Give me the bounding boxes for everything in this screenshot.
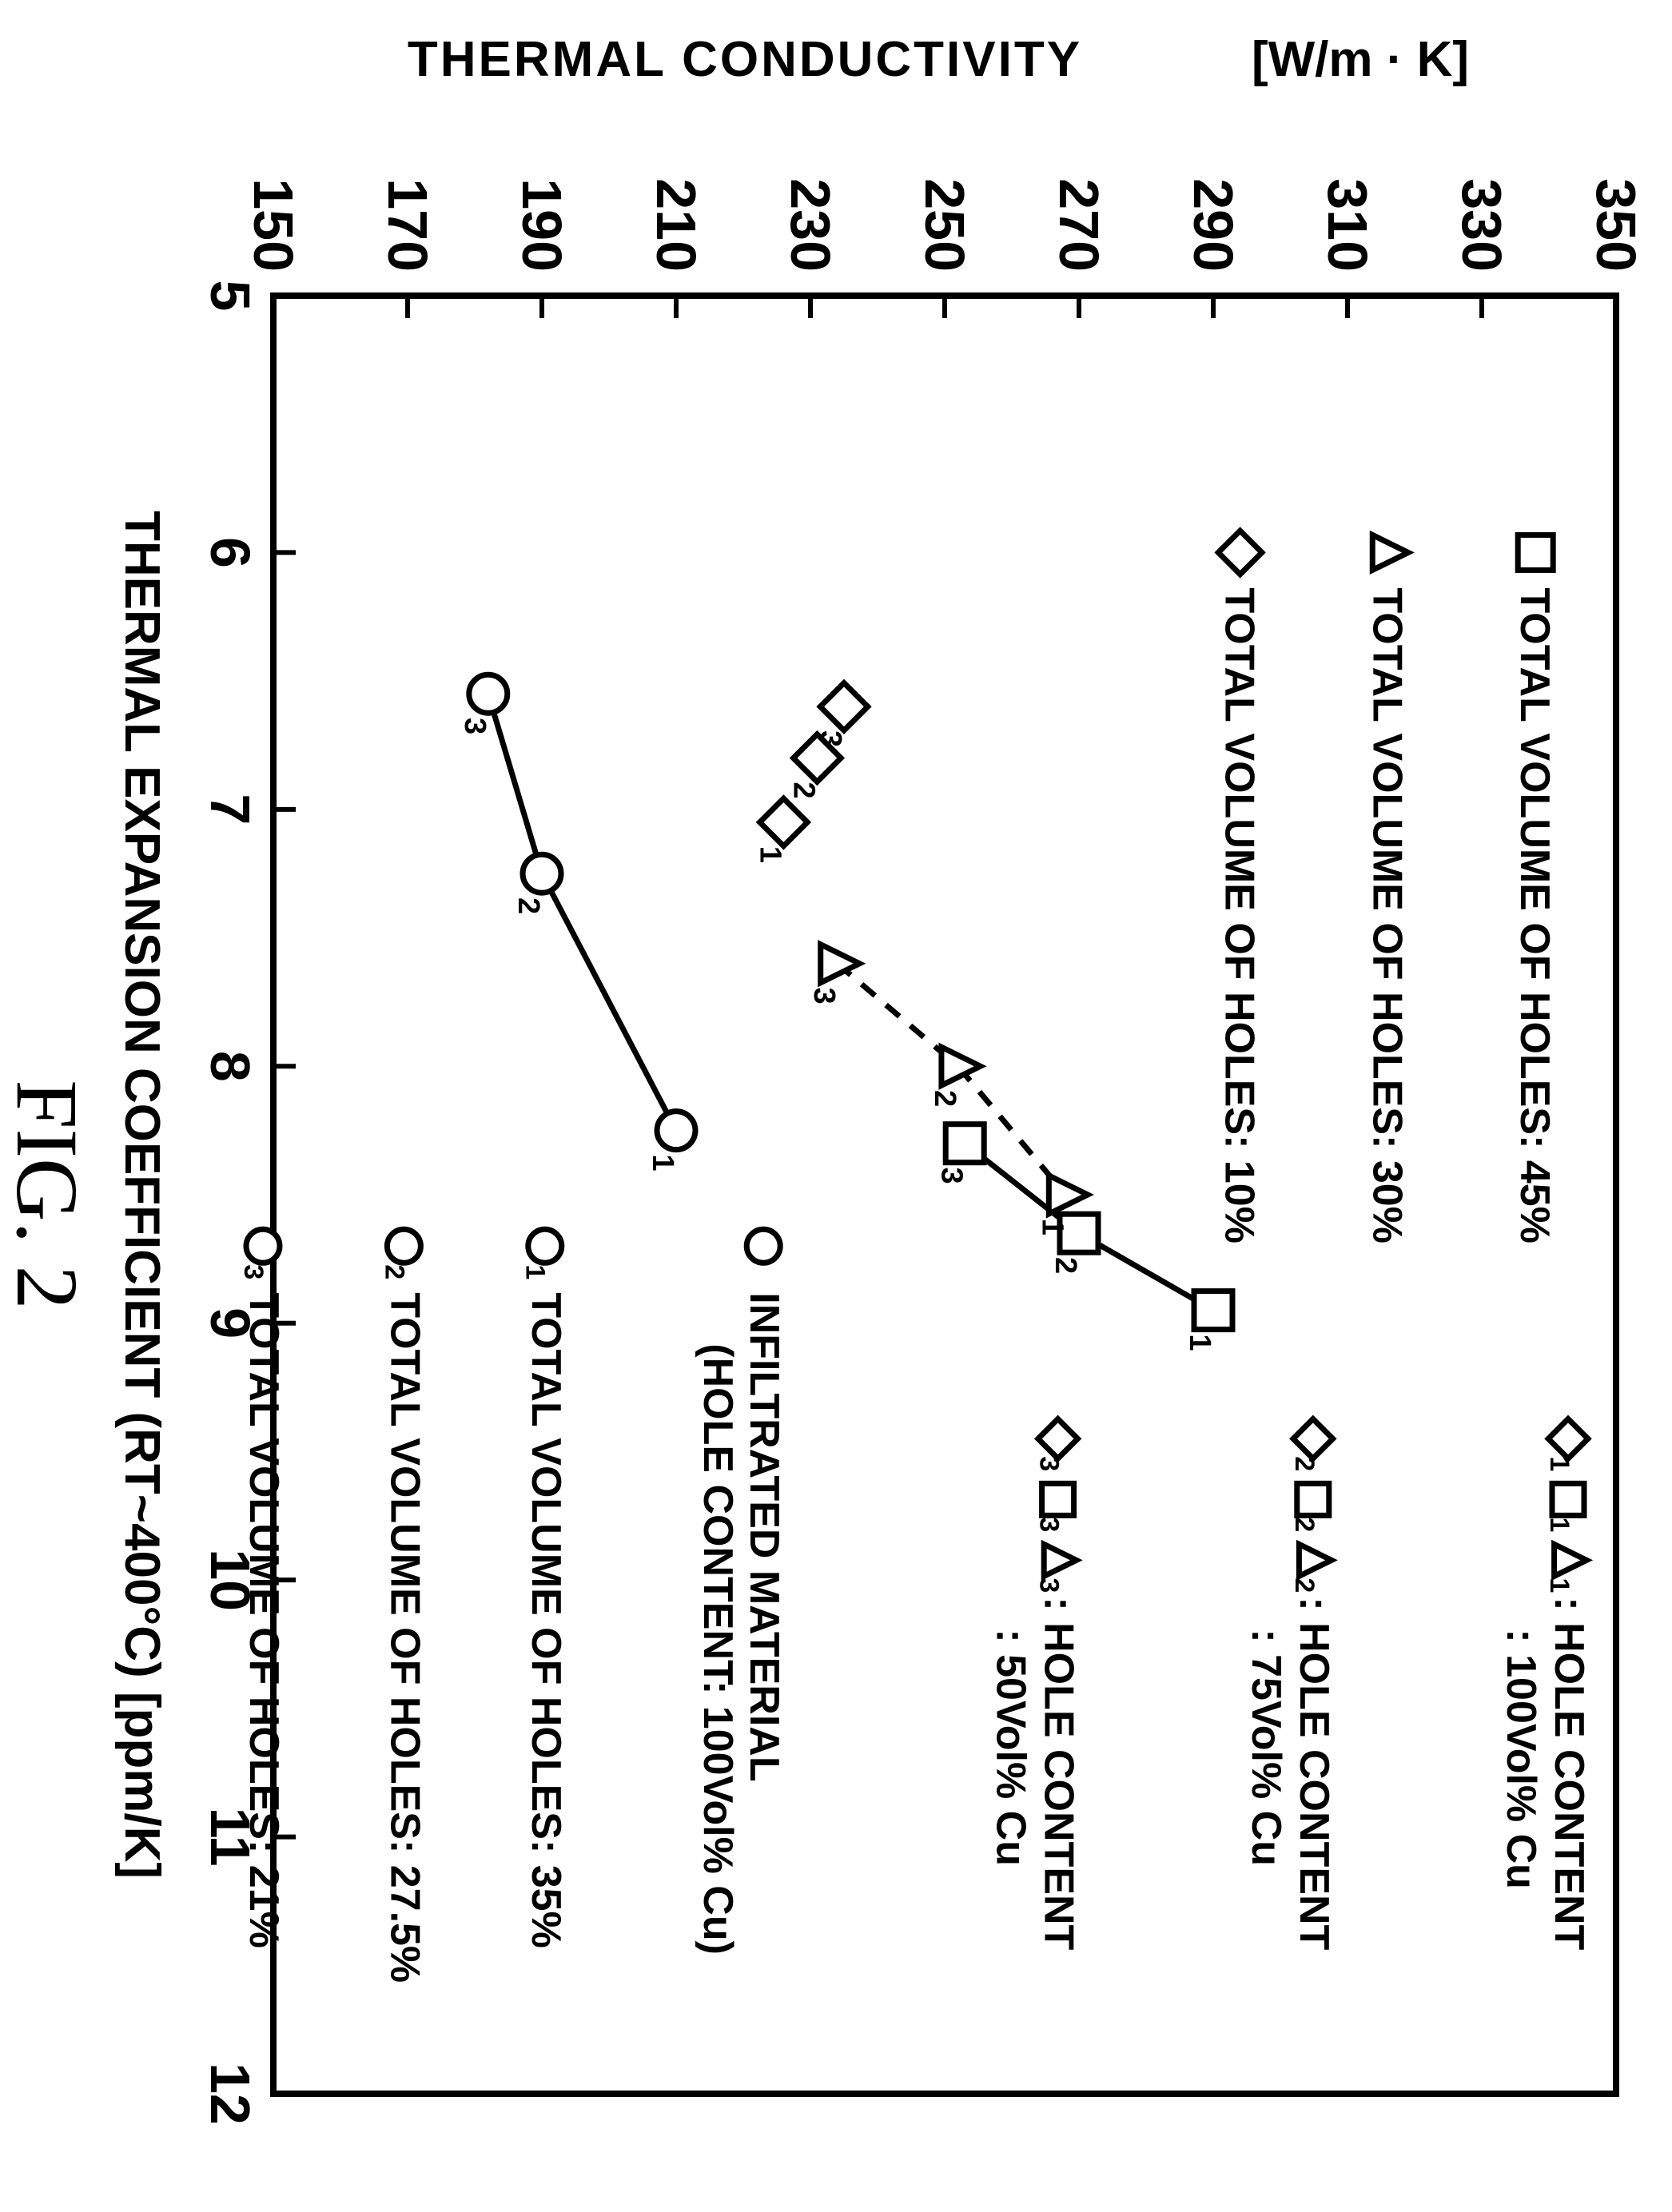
legend-right-text-l1: : HOLE CONTENT — [1291, 1597, 1337, 1950]
legend-subscript: 1 — [1544, 1577, 1574, 1593]
y-tick-label: 350 — [1585, 178, 1647, 272]
marker-subscript: 1 — [646, 1154, 679, 1171]
legend-right-text-l1: : HOLE CONTENT — [1546, 1597, 1592, 1950]
legend-bottom-marker — [746, 1229, 780, 1263]
legend-bottom-subscript: 2 — [379, 1264, 409, 1279]
marker-subscript: 2 — [787, 782, 821, 798]
marker-subscript: 3 — [934, 1167, 968, 1184]
marker-subscript: 1 — [754, 846, 787, 863]
legend-subscript: 2 — [1289, 1517, 1320, 1532]
legend-bottom-marker — [387, 1229, 420, 1263]
y-axis-label-line2: [W/m · K] — [1252, 32, 1469, 87]
x-tick-label: 12 — [199, 2063, 261, 2125]
legend-bottom-subscript: 3 — [238, 1264, 269, 1279]
y-tick-label: 250 — [914, 178, 976, 272]
legend-right-text-l1: : HOLE CONTENT — [1036, 1597, 1082, 1950]
legend-bottom-text-l1: INFILTRATED MATERIAL — [741, 1292, 787, 1781]
marker-circles — [657, 1112, 695, 1150]
legend-right-text-l2: : 100Vol% Cu — [1498, 1629, 1544, 1889]
legend-right-text-l2: : 75Vol% Cu — [1243, 1629, 1289, 1866]
legend-bottom-marker — [528, 1229, 562, 1263]
legend-subscript: 1 — [1544, 1456, 1574, 1471]
y-tick-label: 290 — [1182, 178, 1244, 272]
marker-subscript: 2 — [928, 1090, 961, 1107]
legend-marker-square — [1552, 1483, 1584, 1515]
legend-left-marker — [1518, 535, 1553, 570]
page: 5678910111215017019021023025027029031033… — [0, 0, 1672, 2212]
marker-subscript: 3 — [458, 718, 492, 734]
legend-bottom-text-l2: (HOLE CONTENT: 100Vol% Cu) — [695, 1343, 741, 1955]
legend-subscript: 3 — [1034, 1517, 1065, 1532]
y-tick-label: 190 — [511, 178, 573, 272]
marker-circles — [523, 854, 561, 893]
marker-subscript: 1 — [1183, 1334, 1216, 1351]
legend-right-text-l2: : 50Vol% Cu — [988, 1629, 1034, 1866]
legend-bottom-text-l1: TOTAL VOLUME OF HOLES: 21% — [241, 1292, 287, 1948]
chart-svg: 5678910111215017019021023025027029031033… — [0, 0, 1672, 2212]
y-tick-label: 270 — [1048, 178, 1110, 272]
y-tick-label: 310 — [1316, 178, 1379, 272]
y-tick-label: 150 — [242, 178, 305, 272]
marker-subscript: 2 — [512, 897, 545, 914]
y-tick-label: 230 — [779, 178, 842, 272]
x-tick-label: 5 — [199, 280, 261, 312]
y-tick-label: 330 — [1451, 178, 1513, 272]
legend-bottom-text-l1: TOTAL VOLUME OF HOLES: 27.5% — [381, 1292, 428, 1983]
legend-marker-square — [1042, 1483, 1074, 1515]
x-axis-label: THERMAL EXPANSION COEFFICIENT (RT~400°C)… — [114, 511, 169, 1879]
y-tick-label: 210 — [645, 178, 707, 272]
legend-bottom-text-l1: TOTAL VOLUME OF HOLES: 35% — [523, 1292, 569, 1948]
legend-left-text: TOTAL VOLUME OF HOLES: 45% — [1511, 587, 1558, 1243]
y-tick-label: 170 — [376, 178, 439, 272]
legend-marker-square — [1297, 1483, 1329, 1515]
marker-subscript: 1 — [1035, 1219, 1069, 1235]
figure-caption: FIG. 2 — [0, 1080, 96, 1309]
legend-bottom-subscript: 1 — [520, 1264, 551, 1279]
legend-left-text: TOTAL VOLUME OF HOLES: 30% — [1363, 587, 1410, 1243]
legend-bottom-marker — [246, 1229, 280, 1263]
legend-subscript: 2 — [1289, 1577, 1320, 1593]
legend-subscript: 1 — [1544, 1517, 1574, 1532]
legend-subscript: 2 — [1289, 1456, 1320, 1471]
y-axis-label-line1: THERMAL CONDUCTIVITY — [408, 32, 1082, 87]
x-tick-label: 7 — [199, 794, 261, 825]
marker-squares — [1194, 1291, 1232, 1330]
x-tick-label: 6 — [199, 537, 261, 568]
marker-circles — [469, 674, 508, 713]
legend-left-text: TOTAL VOLUME OF HOLES: 10% — [1216, 587, 1263, 1243]
marker-squares — [945, 1124, 984, 1163]
marker-subscript: 3 — [807, 987, 841, 1004]
legend-subscript: 3 — [1034, 1456, 1065, 1471]
x-tick-label: 8 — [199, 1051, 261, 1082]
rotated-canvas: 5678910111215017019021023025027029031033… — [0, 0, 1672, 2212]
legend-subscript: 3 — [1034, 1577, 1065, 1593]
marker-subscript: 2 — [1049, 1257, 1082, 1274]
